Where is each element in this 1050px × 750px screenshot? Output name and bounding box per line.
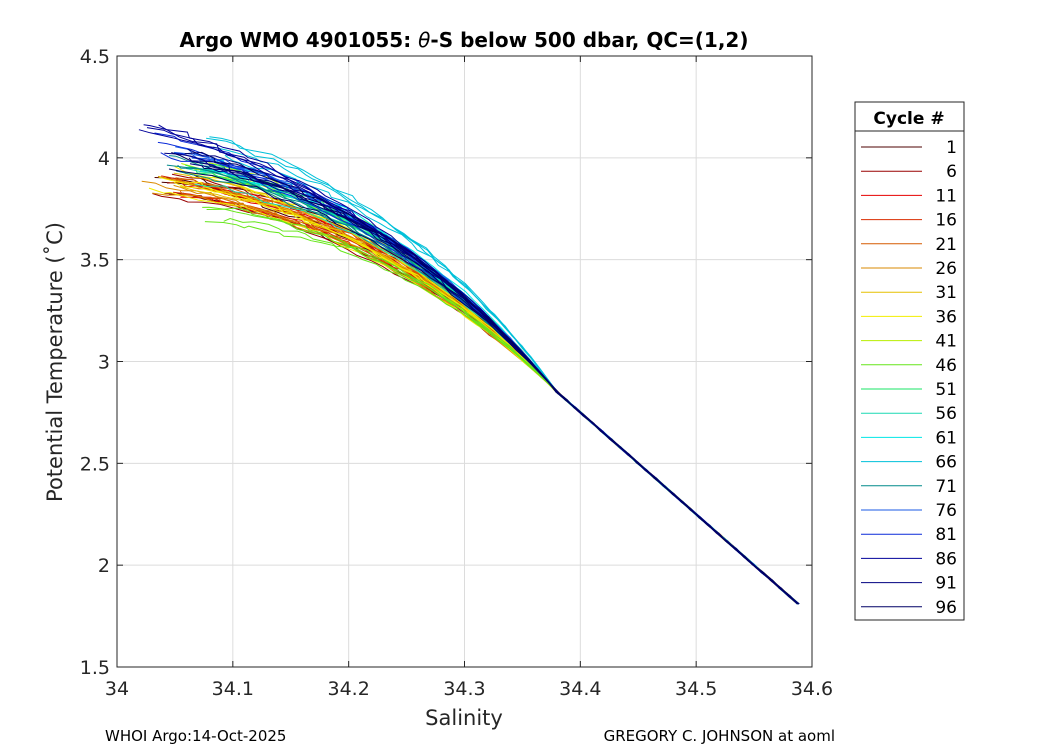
y-tick-label: 1.5 bbox=[80, 657, 110, 679]
legend-label-66: 66 bbox=[935, 453, 957, 473]
legend-label-1: 1 bbox=[946, 138, 957, 158]
x-tick-label: 34.3 bbox=[443, 678, 485, 700]
legend-label-46: 46 bbox=[935, 356, 957, 376]
x-tick-label: 34 bbox=[105, 678, 129, 700]
legend-label-51: 51 bbox=[935, 380, 957, 400]
legend-label-81: 81 bbox=[935, 525, 957, 545]
series-line-cycle-96 bbox=[201, 165, 799, 605]
legend-label-21: 21 bbox=[935, 235, 957, 255]
y-tick-label: 3.5 bbox=[80, 250, 110, 272]
legend-label-86: 86 bbox=[935, 549, 957, 569]
chart-title: Argo WMO 4901055: θ-S below 500 dbar, QC… bbox=[180, 28, 749, 52]
y-tick-label: 4.5 bbox=[80, 46, 110, 68]
x-axis-label: Salinity bbox=[425, 706, 503, 730]
legend-label-6: 6 bbox=[946, 162, 957, 182]
legend-title: Cycle # bbox=[873, 109, 944, 129]
legend-label-36: 36 bbox=[935, 307, 957, 327]
legend-label-56: 56 bbox=[935, 404, 957, 424]
x-tick-label: 34.1 bbox=[212, 678, 254, 700]
legend-label-76: 76 bbox=[935, 501, 957, 521]
legend-label-31: 31 bbox=[935, 283, 957, 303]
x-tick-label: 34.2 bbox=[328, 678, 370, 700]
y-tick-label: 3 bbox=[98, 352, 110, 374]
legend-label-41: 41 bbox=[935, 332, 957, 352]
grid bbox=[117, 56, 812, 667]
legend-box bbox=[854, 101, 965, 621]
legend-label-11: 11 bbox=[935, 186, 957, 206]
x-tick-label: 34.6 bbox=[791, 678, 833, 700]
x-axis-ticks: 34 34.1 34.2 34.3 34.4 34.5 34.6 bbox=[105, 56, 833, 700]
footer-right: GREGORY C. JOHNSON at aoml bbox=[604, 727, 835, 745]
legend-label-91: 91 bbox=[935, 574, 957, 594]
legend-label-61: 61 bbox=[935, 428, 957, 448]
footer-left: WHOI Argo:14-Oct-2025 bbox=[105, 727, 286, 745]
y-tick-label: 4 bbox=[98, 148, 110, 170]
legend-label-96: 96 bbox=[935, 598, 957, 618]
legend-label-26: 26 bbox=[935, 259, 957, 279]
legend: Cycle # 16111621263136414651566166717681… bbox=[854, 101, 965, 621]
legend-label-16: 16 bbox=[935, 211, 957, 231]
data-series bbox=[138, 124, 800, 605]
legend-label-71: 71 bbox=[935, 477, 957, 497]
y-axis-ticks: 1.5 2 2.5 3 3.5 4 4.5 bbox=[80, 46, 812, 679]
y-tick-label: 2.5 bbox=[80, 453, 110, 475]
x-tick-label: 34.4 bbox=[559, 678, 601, 700]
x-tick-label: 34.5 bbox=[675, 678, 717, 700]
y-tick-label: 2 bbox=[98, 555, 110, 577]
y-axis-label: Potential Temperature (˚C) bbox=[43, 222, 67, 502]
